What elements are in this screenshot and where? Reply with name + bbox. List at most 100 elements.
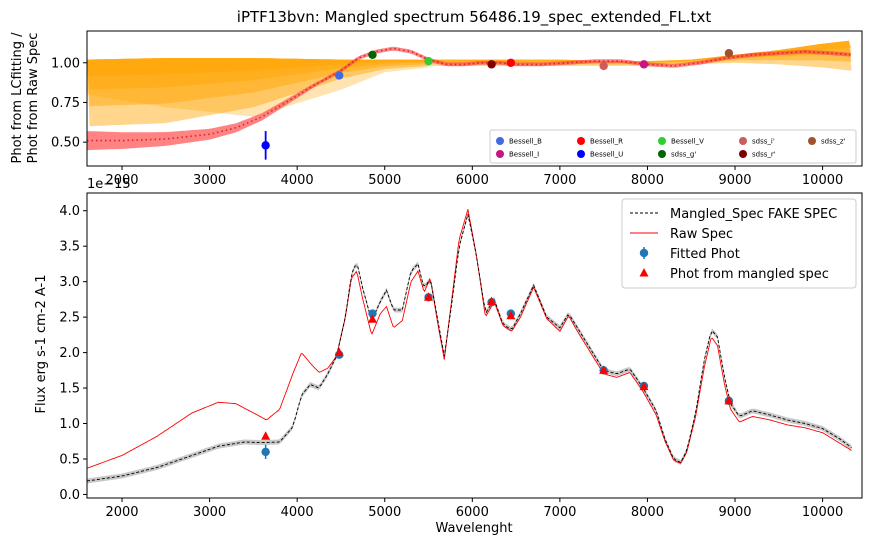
ratio-legend-label: Bessell_U: [590, 151, 623, 159]
ratio-legend-label: Bessell_V: [671, 138, 704, 146]
fitted-phot-point: [368, 309, 377, 318]
spectrum-x-tick-label: 10000: [802, 505, 843, 520]
spectrum-legend-label: Fitted Phot: [670, 247, 740, 262]
raw-spectrum-line: [86, 209, 852, 469]
ratio-orange-envelope: [87, 40, 852, 127]
ratio-x-tick-label: 7000: [543, 173, 576, 188]
mangled-phot-point: [487, 296, 497, 306]
ratio-panel-ylabel-line1: Phot from LCfitting /: [10, 32, 25, 164]
ratio-panel-ylabel-line2: Phot from Raw Spec: [26, 33, 41, 164]
ratio-point: [335, 71, 344, 80]
mangled-phot-point: [367, 314, 377, 323]
ratio-pale-envelope: [87, 58, 429, 117]
ratio-x-tick-label: 8000: [631, 173, 664, 188]
ratio-legend-marker: [658, 150, 666, 158]
mangled-spectrum-line: [86, 214, 852, 482]
ratio-legend-marker: [739, 137, 747, 145]
spectrum-panel-xlabel: Wavelenght: [435, 521, 512, 536]
ratio-legend-marker: [808, 137, 816, 145]
spectrum-y-tick-label: 2.5: [59, 311, 80, 326]
spectrum-x-tick-label: 9000: [718, 505, 751, 520]
spectrum-x-tick-label: 8000: [631, 505, 664, 520]
spectrum-x-tick-label: 7000: [543, 505, 576, 520]
ratio-panel-title: iPTF13bvn: Mangled spectrum 56486.19_spe…: [237, 8, 712, 27]
spectrum-x-tick-label: 2000: [105, 505, 138, 520]
mangled-phot-point: [506, 310, 516, 320]
spectrum-x-tick-label: 3000: [193, 505, 226, 520]
ratio-panel-frame: [86, 30, 863, 167]
ratio-legend-marker: [577, 150, 585, 158]
ratio-x-tick-label: 10000: [802, 173, 843, 188]
spectrum-x-tick-label: 6000: [456, 505, 489, 520]
ratio-legend-marker: [496, 150, 504, 158]
ratio-x-tick-label: 2000: [105, 173, 138, 188]
ratio-orange-envelope: [87, 40, 852, 90]
mangled-phot-point: [724, 395, 734, 405]
ratio-x-tick-label: 5000: [368, 173, 401, 188]
ratio-point: [724, 49, 734, 58]
ratio-y-tick-label: 1.00: [51, 56, 80, 71]
ratio-point: [487, 60, 496, 69]
spectrum-y-tick-label: 4.0: [59, 204, 80, 219]
ratio-point: [368, 50, 377, 60]
ratio-point: [639, 60, 649, 69]
ratio-legend-label: sdss_i': [752, 138, 775, 146]
ratio-legend-marker: [658, 137, 666, 145]
spectrum-y-tick-label: 1.5: [59, 382, 80, 397]
mangled-phot-point: [261, 431, 271, 440]
spectrum-offset-text: 1e−15: [87, 177, 131, 192]
ratio-point: [599, 61, 608, 71]
fitted-phot-point: [261, 447, 270, 457]
spectrum-panel-ylabel: Flux erg s-1 cm-2 A-1: [34, 275, 49, 414]
ratio-legend-marker: [577, 137, 585, 145]
spectrum-legend-box: [621, 198, 857, 289]
spectrum-y-tick-label: 1.0: [59, 417, 80, 432]
ratio-point: [506, 58, 516, 67]
ratio-orange-envelope: [87, 40, 852, 77]
ratio-legend-marker: [496, 137, 504, 145]
spectrum-panel: 2000 3000 4000 5000 6000 7000 8000 9000 10000 0.0…: [34, 177, 863, 536]
mangled-phot-point: [424, 292, 434, 301]
ratio-y-tick-label: 0.50: [51, 136, 80, 151]
spectrum-panel-plot-area: [86, 209, 852, 484]
spectrum-x-tick-label: 5000: [368, 505, 401, 520]
ratio-legend-label: Bessell_B: [509, 138, 542, 146]
ratio-uncertainty-band: [87, 46, 851, 151]
spectrum-panel-axes: 2000 3000 4000 5000 6000 7000 8000 9000 10000 0.0…: [59, 204, 843, 520]
ratio-point: [424, 56, 433, 66]
spectrum-y-tick-label: 2.0: [59, 346, 80, 361]
mangled-phot-point: [334, 347, 344, 357]
ratio-legend-label: Bessell_R: [590, 138, 623, 146]
mangled-phot-point: [639, 381, 649, 391]
ratio-x-tick-label: 6000: [456, 173, 489, 188]
ratio-x-tick-label: 9000: [718, 173, 751, 188]
spectrum-y-tick-label: 3.5: [59, 240, 80, 255]
spectrum-legend-label: Phot from mangled spec: [670, 267, 829, 282]
ratio-x-tick-label: 4000: [281, 173, 314, 188]
spectrum-legend-label: Mangled_Spec FAKE SPEC: [670, 207, 837, 222]
spectrum-y-tick-label: 0.5: [59, 452, 80, 467]
ratio-curve: [87, 48, 851, 142]
spectrum-panel-frame: [86, 192, 863, 499]
ratio-x-tick-label: 3000: [193, 173, 226, 188]
ratio-legend-label: sdss_r': [752, 151, 776, 159]
spectrum-legend-label: Raw Spec: [670, 227, 733, 242]
ratio-legend-label: sdss_z': [821, 138, 846, 146]
spectrum-panel-legend: Mangled_Spec FAKE SPEC Raw Spec Fitted Pho…: [621, 198, 857, 289]
ratio-legend-label: sdss_g': [671, 151, 696, 159]
ratio-panel-plot-area: [87, 40, 852, 160]
legend-fitted-phot-swatch: [639, 248, 649, 258]
ratio-panel-legend: Bessell_B Bessell_I Bessell_R Bessell_U Bess…: [489, 129, 857, 164]
ratio-panel-axes: 2000 3000 4000 5000 6000 7000 8000 9000 10000 0.5…: [51, 56, 843, 188]
ratio-panel: iPTF13bvn: Mangled spectrum 56486.19_spe…: [10, 8, 863, 188]
legend-mangled-phot-swatch: [639, 268, 649, 277]
spectrum-x-tick-label: 4000: [281, 505, 314, 520]
ratio-orange-envelope: [87, 40, 852, 107]
ratio-point: [261, 141, 270, 150]
ratio-legend-marker: [739, 150, 747, 158]
spectrum-y-tick-label: 3.0: [59, 275, 80, 290]
spectrum-y-tick-label: 0.0: [59, 488, 80, 503]
ratio-y-tick-label: 0.75: [51, 96, 80, 111]
mangled-phot-point: [599, 365, 609, 374]
